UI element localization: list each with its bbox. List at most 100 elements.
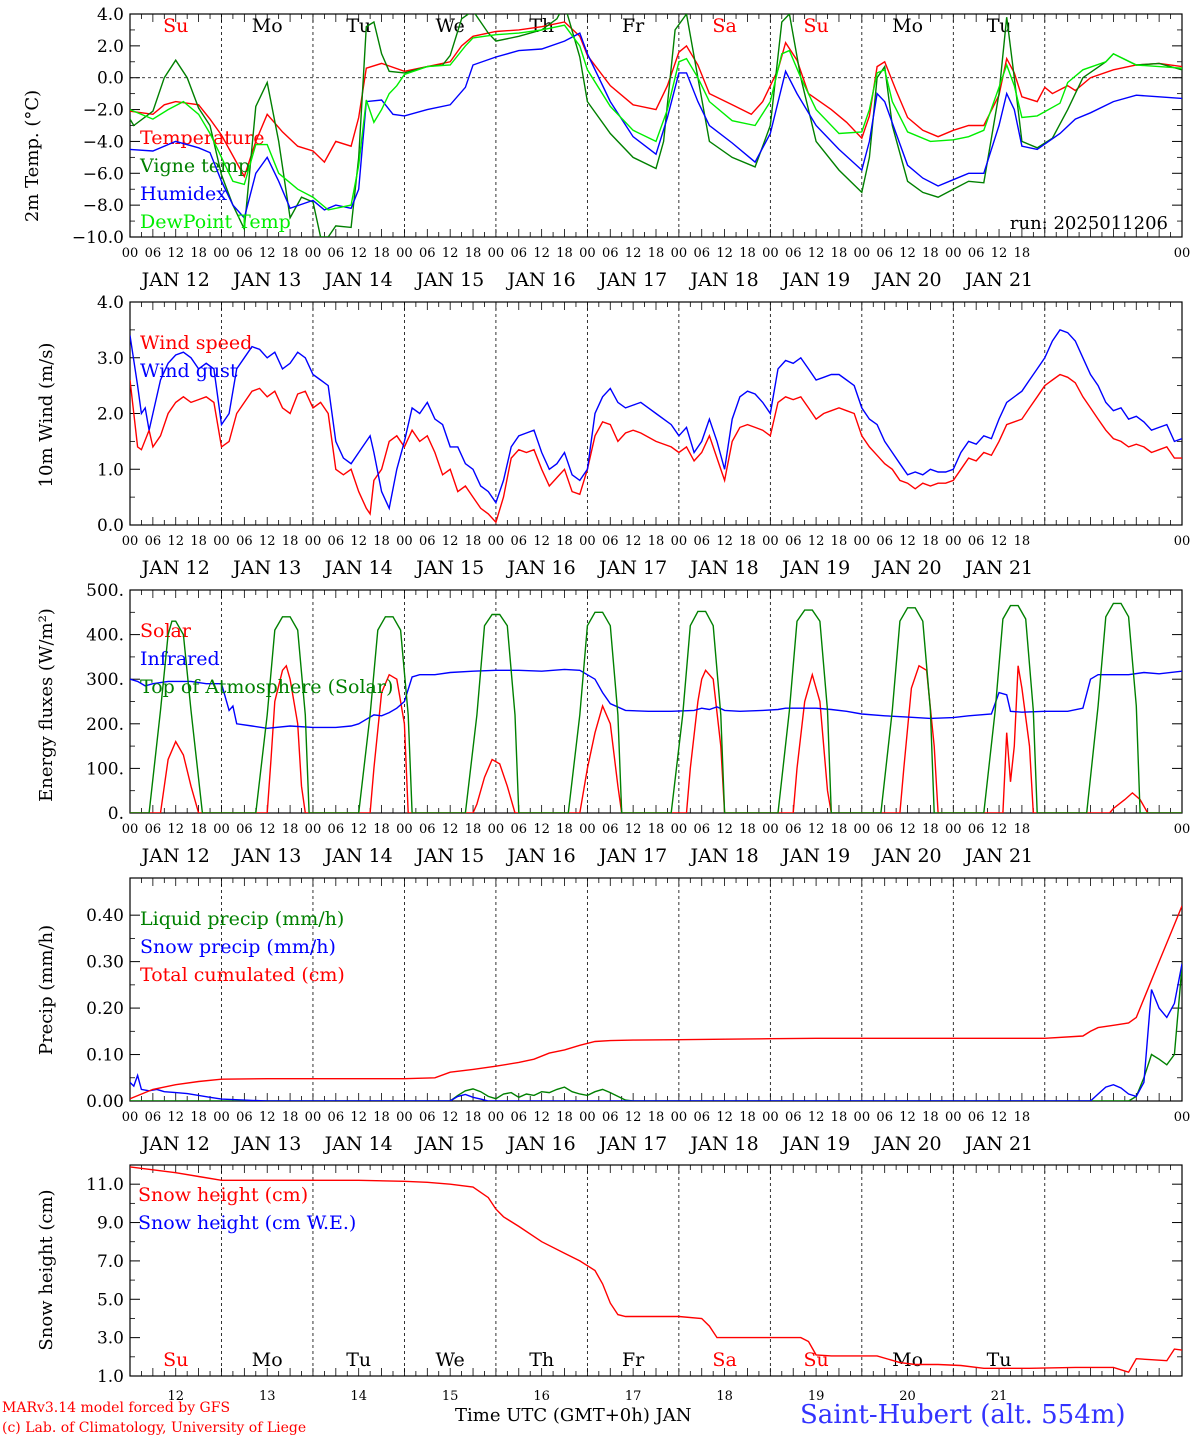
hour-label: 18 xyxy=(648,534,665,549)
day-of-week-label: Mo xyxy=(892,1349,923,1371)
series-line-snow-precip-mm-h- xyxy=(130,963,1182,1101)
hour-label: 18 xyxy=(190,534,207,549)
day-label: JAN 18 xyxy=(689,1133,759,1155)
x-axis-title: Time UTC (GMT+0h) JAN xyxy=(455,1405,692,1426)
hour-label: 12 xyxy=(442,822,459,837)
day-label: JAN 19 xyxy=(780,845,850,867)
day-of-week-label: Mo xyxy=(252,1349,283,1371)
hour-label: 06 xyxy=(419,1110,436,1125)
y-tick-label: 100. xyxy=(86,759,124,779)
hour-label: 00 xyxy=(396,246,413,261)
y-tick-label: 200. xyxy=(86,715,124,735)
hour-label: 06 xyxy=(785,246,802,261)
day-of-week-label: Mo xyxy=(252,15,283,37)
hour-label: 06 xyxy=(968,822,985,837)
hour-label: 00 xyxy=(122,1110,139,1125)
hour-label: 00 xyxy=(579,246,596,261)
panel-1: 4.0 2.0 0.0 −2.0 −4.0 −6.0 −8.0 −10.0 2m Temp. (… xyxy=(22,5,1191,291)
hour-label: 00 xyxy=(122,534,139,549)
run-label: run: 2025011206 xyxy=(1010,213,1168,234)
panel-2: 4.0 3.0 2.0 1.0 0.0 10m Wind (m/s) 00 06 12 18 JAN… xyxy=(36,293,1190,579)
day-of-week-label: We xyxy=(436,1349,465,1371)
hour-label: 00 xyxy=(396,534,413,549)
hour-label: 00 xyxy=(762,1110,779,1125)
hour-label: 00 xyxy=(762,246,779,261)
y-tick-label: 0.0 xyxy=(97,516,124,536)
hour-label: 18 xyxy=(739,1110,756,1125)
hour-label: 12 xyxy=(991,246,1008,261)
day-label: JAN 20 xyxy=(871,557,941,579)
hour-label: 06 xyxy=(785,1110,802,1125)
hour-label: 06 xyxy=(328,1110,345,1125)
hour-label: 18 xyxy=(831,1110,848,1125)
day-label: JAN 14 xyxy=(323,1133,393,1155)
hour-label: 00 xyxy=(396,1110,413,1125)
hour-label: 12 xyxy=(259,534,276,549)
day-of-week-label: Mo xyxy=(892,15,923,37)
hour-label: 18 xyxy=(922,246,939,261)
day-label: JAN 19 xyxy=(780,1133,850,1155)
hour-label: 06 xyxy=(511,1110,528,1125)
hour-label: 00 xyxy=(213,534,230,549)
hour-label: 18 xyxy=(373,534,390,549)
hour-label: 12 xyxy=(533,534,550,549)
y-axis-label: 2m Temp. (°C) xyxy=(22,90,43,222)
hour-label: 12 xyxy=(167,534,184,549)
day-number-label: 13 xyxy=(259,1389,276,1404)
y-tick-label: 500. xyxy=(86,581,124,601)
hour-label: 18 xyxy=(922,822,939,837)
series-line-infrared xyxy=(130,668,1182,730)
hour-label: 06 xyxy=(419,822,436,837)
day-of-week-label: Fr xyxy=(622,1349,645,1371)
legend-entry: Wind speed xyxy=(140,332,252,354)
hour-label: 12 xyxy=(808,1110,825,1125)
hour-label: 00 xyxy=(945,246,962,261)
day-label: JAN 20 xyxy=(871,1133,941,1155)
hour-label: 06 xyxy=(968,534,985,549)
hour-label: 18 xyxy=(648,822,665,837)
hour-label: 06 xyxy=(328,534,345,549)
y-tick-label: 3.0 xyxy=(97,349,124,369)
day-label: JAN 18 xyxy=(689,269,759,291)
hour-label: 12 xyxy=(167,246,184,261)
hour-label: 18 xyxy=(373,246,390,261)
day-number-label: 17 xyxy=(625,1389,642,1404)
hour-label: 18 xyxy=(1014,822,1031,837)
day-number-label: 14 xyxy=(350,1389,367,1404)
station-name: Saint-Hubert (alt. 554m) xyxy=(800,1400,1126,1430)
hour-label: 12 xyxy=(625,246,642,261)
day-label: JAN 14 xyxy=(323,269,393,291)
hour-label: 18 xyxy=(556,246,573,261)
hour-label: 18 xyxy=(556,822,573,837)
day-number-label: 12 xyxy=(167,1389,184,1404)
day-of-week-label: Tu xyxy=(346,1349,371,1371)
series-line-snow-height-cm- xyxy=(130,1166,1182,1374)
day-number-label: 21 xyxy=(991,1389,1008,1404)
hour-label: 18 xyxy=(739,534,756,549)
hour-label: 06 xyxy=(511,246,528,261)
legend-entry: Snow height (cm) xyxy=(138,1184,308,1206)
day-label: JAN 15 xyxy=(414,557,484,579)
hour-label: 06 xyxy=(145,1110,162,1125)
day-of-week-label: Th xyxy=(529,1349,554,1371)
y-axis-label: 10m Wind (m/s) xyxy=(36,343,57,488)
legend-entry: DewPoint Temp xyxy=(140,211,291,233)
day-label: JAN 13 xyxy=(231,845,301,867)
y-tick-label: 0.20 xyxy=(86,999,124,1019)
hour-label: 18 xyxy=(922,1110,939,1125)
y-tick-label: −6.0 xyxy=(83,164,124,184)
hour-label: 00 xyxy=(1174,246,1191,261)
y-tick-label: 3.0 xyxy=(97,1329,124,1349)
day-label: JAN 12 xyxy=(140,557,210,579)
y-tick-label: 11.0 xyxy=(86,1175,124,1195)
y-tick-label: 0.40 xyxy=(86,906,124,926)
day-label: JAN 21 xyxy=(963,269,1033,291)
day-label: JAN 16 xyxy=(506,845,576,867)
hour-label: 00 xyxy=(213,246,230,261)
hour-label: 12 xyxy=(899,822,916,837)
series-line-wind-speed xyxy=(130,373,1182,524)
y-tick-label: 0.10 xyxy=(86,1046,124,1066)
hour-label: 18 xyxy=(648,246,665,261)
y-tick-label: −8.0 xyxy=(83,196,124,216)
hour-label: 00 xyxy=(488,1110,505,1125)
